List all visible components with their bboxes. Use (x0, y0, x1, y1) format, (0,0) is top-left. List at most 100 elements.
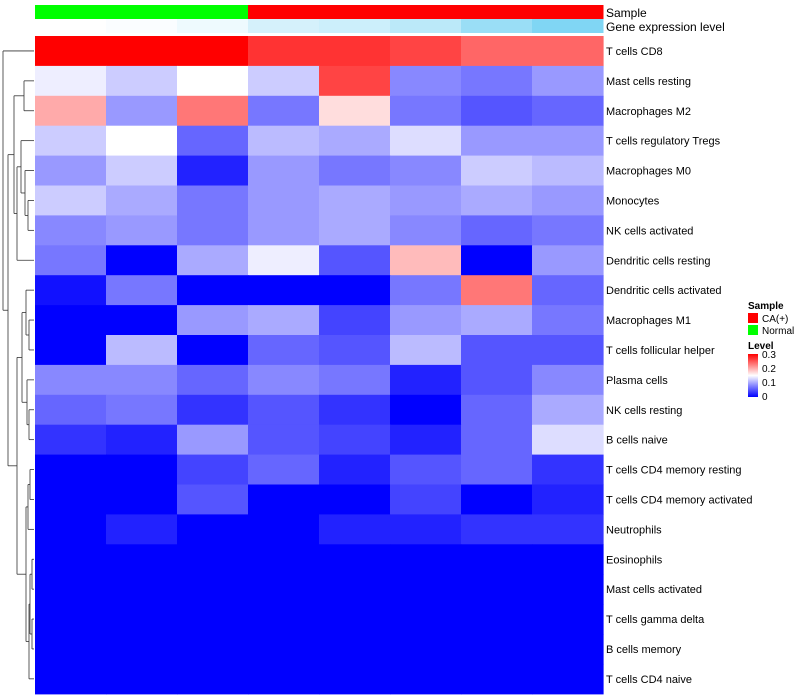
heatmap-cell (177, 544, 249, 575)
heatmap-cell (532, 364, 604, 396)
heatmap-cell (319, 185, 391, 216)
heatmap-cell (35, 125, 107, 157)
heatmap-cell (319, 484, 391, 515)
heatmap-cell (106, 394, 178, 426)
heatmap-cell (248, 215, 320, 246)
row-dendrogram (2, 50, 34, 680)
heatmap-cell (532, 95, 604, 127)
annotation-sample-cell (532, 5, 604, 19)
heatmap-cell (390, 335, 462, 366)
heatmap-cell (248, 65, 320, 97)
heatmap-cell (106, 484, 178, 515)
heatmap-cell (248, 424, 320, 456)
heatmap-cell (532, 65, 604, 97)
heatmap-cell (461, 125, 533, 157)
annotation-expression-cell (532, 19, 604, 33)
heatmap-cell (35, 65, 107, 97)
heatmap-cell (319, 275, 391, 306)
row-label: B cells naive (606, 435, 668, 447)
heatmap-cell (461, 424, 533, 456)
heatmap-cell (177, 634, 249, 665)
column-annotations: Sample Gene expression level (35, 5, 725, 34)
row-label: T cells CD8 (606, 46, 663, 58)
heatmap-cell (35, 95, 107, 127)
heatmap-cell (248, 185, 320, 216)
heatmap-cell (106, 574, 178, 605)
heatmap-cell (532, 484, 604, 515)
heatmap-cell (35, 394, 107, 426)
heatmap-cell (532, 36, 604, 67)
heatmap-cell (35, 514, 107, 545)
heatmap-cell (177, 245, 249, 276)
annotation-label-sample: Sample (606, 6, 647, 20)
heatmap-cell (319, 65, 391, 97)
heatmap-cell (390, 65, 462, 97)
heatmap-cell (532, 155, 604, 187)
heatmap-cell (532, 514, 604, 545)
heatmap-cell (106, 185, 178, 216)
heatmap-cell (532, 663, 604, 695)
annotation-expression-cell (106, 19, 178, 33)
heatmap-cell (248, 454, 320, 486)
heatmap-cell (35, 245, 107, 276)
heatmap-cell (390, 424, 462, 456)
annotation-sample-cell (319, 5, 391, 19)
row-label: T cells follicular helper (606, 345, 715, 357)
legend-label-ca: CA(+) (762, 314, 788, 325)
annotation-expression-cell (319, 19, 391, 33)
heatmap-cell (319, 634, 391, 665)
heatmap-cell (461, 574, 533, 605)
heatmap-cell (248, 305, 320, 336)
heatmap-cell (390, 36, 462, 67)
heatmap-cell (248, 335, 320, 366)
heatmap-cell (319, 155, 391, 187)
heatmap-cell (106, 424, 178, 456)
heatmap-cell (35, 185, 107, 216)
heatmap-cell (106, 275, 178, 306)
heatmap-cell (177, 305, 249, 336)
heatmap-cell (106, 364, 178, 396)
heatmap-cell (177, 36, 249, 67)
heatmap-cell (461, 394, 533, 426)
heatmap-cell (177, 65, 249, 97)
heatmap-cell (461, 484, 533, 515)
heatmap-cell (106, 663, 178, 695)
heatmap-cell (177, 454, 249, 486)
heatmap-cell (319, 394, 391, 426)
legend-level-tick-0.1: 0.1 (762, 378, 776, 389)
heatmap-cell (177, 95, 249, 127)
annotation-sample-cell (390, 5, 462, 19)
heatmap-cell (319, 424, 391, 456)
heatmap-cell (35, 335, 107, 366)
heatmap-cells (35, 36, 604, 695)
heatmap-cell (461, 65, 533, 97)
heatmap-cell (35, 663, 107, 695)
heatmap-cell (106, 335, 178, 366)
heatmap-cell (461, 185, 533, 216)
heatmap-cell (319, 245, 391, 276)
heatmap-cell (390, 454, 462, 486)
heatmap-cell (35, 36, 107, 67)
heatmap-cell (461, 663, 533, 695)
heatmap-cell (177, 394, 249, 426)
legend: Sample CA(+) Normal Level 0.3 0.2 0.1 0 (748, 301, 794, 403)
heatmap-cell (319, 305, 391, 336)
legend-level-colorbar (748, 354, 758, 397)
heatmap-cell (248, 364, 320, 396)
row-label: T cells CD4 memory resting (606, 465, 742, 477)
legend-sample-title: Sample (748, 301, 784, 312)
heatmap-cell (532, 574, 604, 605)
heatmap-cell (532, 275, 604, 306)
heatmap-cell (461, 275, 533, 306)
heatmap-cell (390, 604, 462, 635)
heatmap-cell (390, 544, 462, 575)
heatmap-cell (248, 544, 320, 575)
row-label: Dendritic cells activated (606, 285, 722, 297)
heatmap-cell (532, 544, 604, 575)
row-label: T cells CD4 memory activated (606, 494, 753, 506)
heatmap-cell (319, 364, 391, 396)
heatmap-cell (390, 634, 462, 665)
row-label: Mast cells activated (606, 584, 702, 596)
heatmap-cell (177, 424, 249, 456)
heatmap-cell (177, 364, 249, 396)
